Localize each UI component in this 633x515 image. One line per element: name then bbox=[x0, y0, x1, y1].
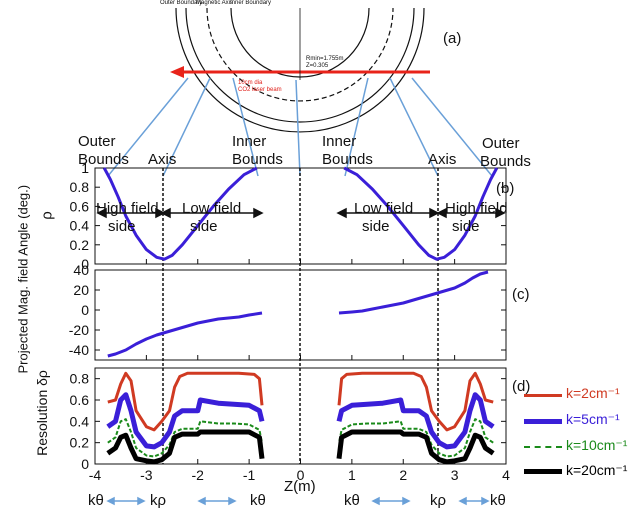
series-line-d-0 bbox=[107, 371, 264, 432]
y-tick-label: 1 bbox=[81, 160, 89, 176]
legend-label-k5: k=5cm⁻¹ bbox=[566, 411, 620, 427]
inner-bounds-left-2: Bounds bbox=[232, 151, 283, 168]
y-tick-label: 0 bbox=[81, 256, 89, 272]
k-theta-label-4: kθ bbox=[490, 492, 506, 509]
beam-label-1: 10cm dia bbox=[238, 80, 263, 86]
axis-right-label: Axis bbox=[428, 151, 457, 168]
magnetic-axis-arc bbox=[206, 7, 394, 102]
high-field-label-right: High field bbox=[445, 200, 508, 217]
legend-label-k20: k=20cm⁻¹ bbox=[566, 462, 628, 478]
series-line-c-1 bbox=[338, 270, 489, 315]
y-tick-label: 0.6 bbox=[70, 198, 90, 214]
y-tick-label: 0.2 bbox=[70, 237, 90, 253]
panel-label-c: (c) bbox=[512, 286, 530, 303]
series-line-d-0-mirror bbox=[337, 371, 494, 432]
outer-bounds-right-2: Bounds bbox=[480, 153, 531, 170]
low-field-label-left: Low field bbox=[182, 200, 242, 217]
panel-label-d: (d) bbox=[512, 378, 531, 395]
x-tick-label: -1 bbox=[243, 467, 256, 483]
region-arrows bbox=[96, 207, 506, 219]
legend-label-k2: k=2cm⁻¹ bbox=[566, 385, 620, 401]
inner-bounds-left-1: Inner bbox=[232, 133, 267, 150]
x-tick-label: -2 bbox=[192, 467, 205, 483]
k-rho-label-1: kρ bbox=[150, 492, 167, 509]
outer-boundary-inner-arc bbox=[185, 7, 415, 123]
k-rho-label-2: kρ bbox=[430, 492, 447, 509]
legend-swatch-k5 bbox=[524, 419, 562, 424]
panel-d-ylabel: Resolution δρ bbox=[34, 370, 50, 456]
k-theta-label-1: kθ bbox=[88, 492, 104, 509]
side-label-4: side bbox=[452, 218, 480, 235]
x-tick-label: -3 bbox=[140, 467, 153, 483]
k-theta-label-3: kθ bbox=[344, 492, 360, 509]
axis-marker-lines bbox=[162, 168, 439, 464]
inner-bounds-right-2: Bounds bbox=[322, 151, 373, 168]
outer-bounds-right-1: Outer bbox=[482, 135, 520, 152]
series-line-b-1 bbox=[343, 166, 499, 261]
y-tick-label: 0.4 bbox=[70, 218, 90, 234]
magnetic-axis-label: Magnetic Axis bbox=[196, 0, 234, 6]
legend-label-k10: k=10cm⁻¹ bbox=[566, 437, 628, 453]
outer-bounds-left-2: Bounds bbox=[78, 151, 129, 168]
z-label: Z=0.305 bbox=[306, 63, 329, 69]
panel-c-ylabel: Projected Mag. field Angle (deg.) bbox=[15, 184, 31, 374]
x-tick-label: 2 bbox=[399, 467, 407, 483]
side-label-1: side bbox=[108, 218, 136, 235]
rmin-label: Rmin=1.755m bbox=[306, 56, 344, 62]
y-tick-label: 20 bbox=[73, 282, 89, 298]
series-line-d-2-mirror bbox=[338, 418, 494, 458]
outer-boundary-label: Outer Boundary bbox=[160, 0, 203, 6]
series-line-d-3 bbox=[106, 429, 265, 465]
series-line-b-0 bbox=[102, 166, 258, 261]
axis-left-label: Axis bbox=[148, 151, 177, 168]
y-tick-label: 40 bbox=[73, 262, 89, 278]
x-tick-label: -4 bbox=[89, 467, 102, 483]
panel-b-ylabel: ρ bbox=[38, 211, 56, 220]
y-tick-label: 0.4 bbox=[70, 413, 90, 429]
x-tick-label: 3 bbox=[451, 467, 459, 483]
x-tick-label: 0 bbox=[297, 467, 305, 483]
y-tick-label: 0.8 bbox=[70, 179, 90, 195]
y-tick-label: 0.2 bbox=[70, 435, 90, 451]
y-tick-label: 0.6 bbox=[70, 392, 90, 408]
series-line-d-1 bbox=[106, 392, 265, 450]
tokamak-schematic bbox=[170, 7, 430, 133]
x-tick-label: 4 bbox=[502, 467, 510, 483]
inner-bounds-right-1: Inner bbox=[322, 133, 357, 150]
series-line-c-0 bbox=[107, 311, 263, 358]
low-field-label-right: Low field bbox=[354, 200, 414, 217]
panel-label-b: (b) bbox=[496, 180, 515, 197]
series-line-d-1-mirror bbox=[336, 392, 495, 450]
legend-swatch-k2 bbox=[524, 394, 562, 397]
panel-label-a: (a) bbox=[443, 30, 462, 47]
outer-boundary-outer-arc bbox=[175, 7, 425, 133]
k-arrows bbox=[106, 496, 490, 506]
beam-label-2: CO2 laser beam bbox=[238, 87, 282, 93]
side-label-3: side bbox=[362, 218, 390, 235]
inner-boundary-label: Inner Boundary bbox=[230, 0, 272, 6]
x-tick-label: 1 bbox=[348, 467, 356, 483]
x-axis-title: Z(m) bbox=[284, 478, 316, 495]
mapping-arrows bbox=[107, 77, 493, 177]
y-tick-label: -40 bbox=[69, 342, 89, 358]
chart-marks: 00.20.40.60.81-40-200204000.20.40.60.8-4… bbox=[69, 160, 510, 483]
laser-beam-arrowhead bbox=[170, 66, 184, 78]
series-line-d-2 bbox=[107, 418, 263, 458]
legend-swatch-k20 bbox=[524, 469, 562, 474]
y-tick-label: 0 bbox=[81, 456, 89, 472]
series-line-d-3-mirror bbox=[336, 429, 495, 465]
k-theta-label-2: kθ bbox=[250, 492, 266, 509]
side-label-2: side bbox=[190, 218, 218, 235]
high-field-label-left: High field bbox=[96, 200, 159, 217]
y-tick-label: 0.8 bbox=[70, 371, 90, 387]
y-tick-label: -20 bbox=[69, 322, 89, 338]
outer-bounds-left-1: Outer bbox=[78, 133, 116, 150]
legend-swatch-k10 bbox=[524, 446, 562, 448]
y-tick-label: 0 bbox=[81, 302, 89, 318]
